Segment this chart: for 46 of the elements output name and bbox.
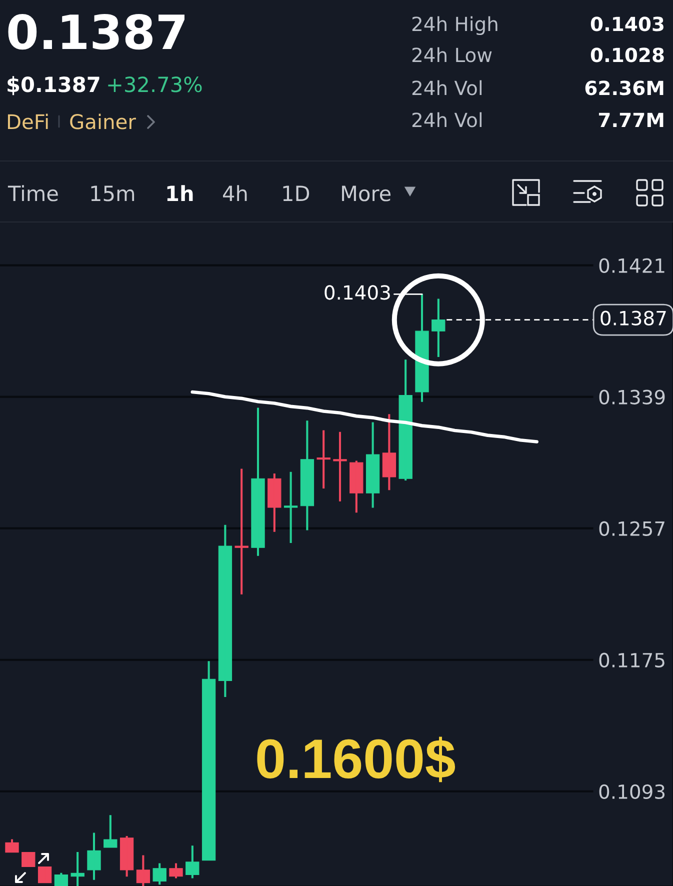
candlestick — [350, 460, 364, 513]
y-tick-label: 0.1421 — [599, 258, 664, 273]
candlestick — [366, 422, 380, 508]
candlestick — [268, 474, 282, 532]
candlestick — [234, 468, 248, 594]
text: 1h — [167, 185, 193, 201]
candlestick — [284, 472, 298, 544]
text: 15m — [91, 186, 134, 202]
text: 24h Low — [412, 47, 492, 62]
candlestick — [87, 832, 101, 880]
text: Gainer — [70, 114, 136, 130]
text: 7.77M — [598, 112, 664, 127]
text: 24h High — [412, 16, 498, 36]
candlestick — [382, 414, 396, 490]
text: +32.73% — [108, 76, 202, 92]
chart-title: 0.1387 — [8, 14, 184, 50]
candlestick — [169, 863, 183, 878]
line-series — [190, 390, 538, 444]
text: Time — [8, 185, 58, 202]
candlestick — [104, 815, 118, 848]
y-tick-label: 0.1339 — [599, 390, 665, 404]
y-tick-label: 0.1175 — [599, 652, 664, 668]
ref-line-label: 0.1387 — [600, 310, 666, 326]
text: 24h Vol — [412, 112, 482, 128]
candlestick — [316, 430, 330, 489]
y-tick-label: 0.1093 — [599, 784, 664, 800]
candlestick — [251, 408, 265, 556]
text: 62.36M — [585, 80, 664, 96]
annotation: 0.1403 — [324, 285, 390, 300]
text: DeFi — [8, 114, 48, 130]
candlestick — [152, 863, 166, 885]
text: $0.1387 — [8, 76, 100, 96]
text: 4h — [223, 185, 247, 201]
text: 1D — [283, 186, 310, 201]
candlestick — [333, 432, 347, 502]
candlestick — [70, 852, 84, 886]
y-tick-label: 0.1257 — [599, 521, 664, 536]
text: 0.1028 — [590, 48, 664, 62]
candlestick — [300, 420, 314, 530]
annotation: 0.1600$ — [257, 736, 456, 782]
candlestick — [186, 846, 200, 878]
text: 24h Vol — [412, 80, 482, 96]
candlestick — [432, 298, 446, 358]
candlestick — [136, 855, 150, 886]
text: More — [342, 186, 391, 202]
text: 0.1403 — [590, 16, 664, 32]
